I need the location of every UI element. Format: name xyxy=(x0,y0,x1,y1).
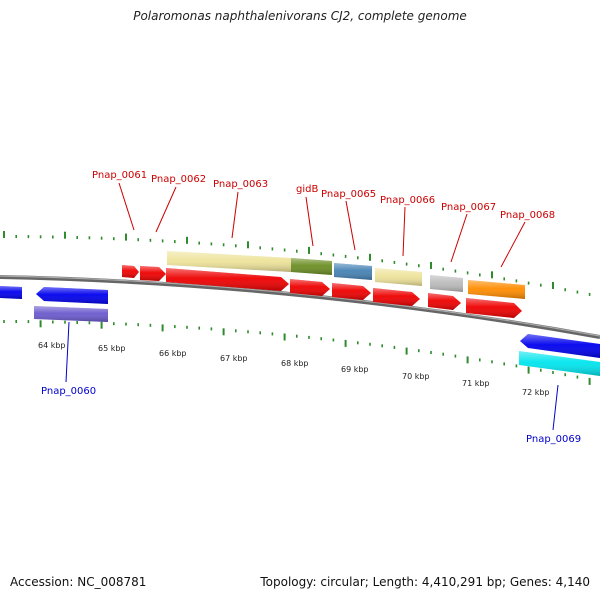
leader-line-pnap0065 xyxy=(345,200,356,251)
gene-feature-pnap0065-region[interactable] xyxy=(334,263,372,280)
scale-tick-label: 69 kbp xyxy=(341,365,369,374)
gene-label-pnap0069[interactable]: Pnap_0069 xyxy=(526,434,581,445)
gene-feature-pnap0063-region[interactable] xyxy=(167,251,291,272)
topology-text: Topology: circular; Length: 4,410,291 bp… xyxy=(260,575,590,589)
gene-feature-pnap0066-region[interactable] xyxy=(375,268,422,286)
scale-tick-label: 70 kbp xyxy=(402,372,430,381)
gene-label-pnap0065[interactable]: Pnap_0065 xyxy=(321,189,376,200)
gene-label-pnap0061[interactable]: Pnap_0061 xyxy=(92,170,147,181)
gene-feature-pnap0069-region[interactable] xyxy=(519,351,600,376)
gene-feature-pnap0060-region[interactable] xyxy=(34,306,108,322)
leader-line-pnap0060 xyxy=(65,321,70,383)
gene-feature-pnap0065[interactable] xyxy=(332,283,371,300)
gene-label-pnap0067[interactable]: Pnap_0067 xyxy=(441,202,496,213)
gene-label-pnap0062[interactable]: Pnap_0062 xyxy=(151,174,206,185)
leader-line-pnap0067 xyxy=(450,213,468,263)
scale-tick-label: 64 kbp xyxy=(38,341,66,350)
gene-label-gidb[interactable]: gidB xyxy=(296,184,318,195)
scale-tick-label: 72 kbp xyxy=(522,388,550,397)
gene-label-pnap0063[interactable]: Pnap_0063 xyxy=(213,179,268,190)
gene-feature-gidb-region[interactable] xyxy=(291,258,332,275)
scale-tick-label: 71 kbp xyxy=(462,379,490,388)
leader-line-pnap0069 xyxy=(552,384,559,431)
scale-tick-label: 66 kbp xyxy=(159,349,187,358)
genome-backbone xyxy=(0,275,600,339)
gene-label-pnap0066[interactable]: Pnap_0066 xyxy=(380,195,435,206)
leader-line-pnap0068 xyxy=(500,221,526,268)
leader-line-gidb xyxy=(305,196,314,247)
leader-line-pnap0062 xyxy=(155,186,177,233)
gene-feature-left-blue[interactable] xyxy=(0,286,22,299)
gene-label-pnap0068[interactable]: Pnap_0068 xyxy=(500,210,555,221)
leader-line-pnap0061 xyxy=(118,182,135,231)
outer-tick-row xyxy=(3,231,591,296)
leader-line-pnap0063 xyxy=(231,191,239,239)
scale-tick-label: 68 kbp xyxy=(281,359,309,368)
leader-line-pnap0066 xyxy=(402,206,406,257)
inner-tick-row xyxy=(3,320,591,385)
gene-feature-pnap0066[interactable] xyxy=(373,288,420,306)
gene-feature-pnap0062[interactable] xyxy=(140,266,166,281)
gene-feature-pnap0068[interactable] xyxy=(466,298,522,318)
gene-feature-pnap0061[interactable] xyxy=(122,265,139,278)
gene-feature-pnap0068-region[interactable] xyxy=(468,280,525,299)
gene-feature-pnap0067-region[interactable] xyxy=(430,275,463,292)
scale-tick-label: 67 kbp xyxy=(220,354,248,363)
gene-feature-gidb[interactable] xyxy=(290,279,330,296)
accession-text: Accession: NC_008781 xyxy=(10,575,147,589)
gene-feature-pnap0069[interactable] xyxy=(520,334,600,358)
gene-feature-pnap0060[interactable] xyxy=(36,287,108,304)
scale-tick-label: 65 kbp xyxy=(98,344,126,353)
map-title: Polaromonas naphthalenivorans CJ2, compl… xyxy=(133,9,467,23)
gene-feature-pnap0063[interactable] xyxy=(166,268,289,291)
gene-label-pnap0060[interactable]: Pnap_0060 xyxy=(41,386,96,397)
gene-feature-pnap0067[interactable] xyxy=(428,293,461,310)
